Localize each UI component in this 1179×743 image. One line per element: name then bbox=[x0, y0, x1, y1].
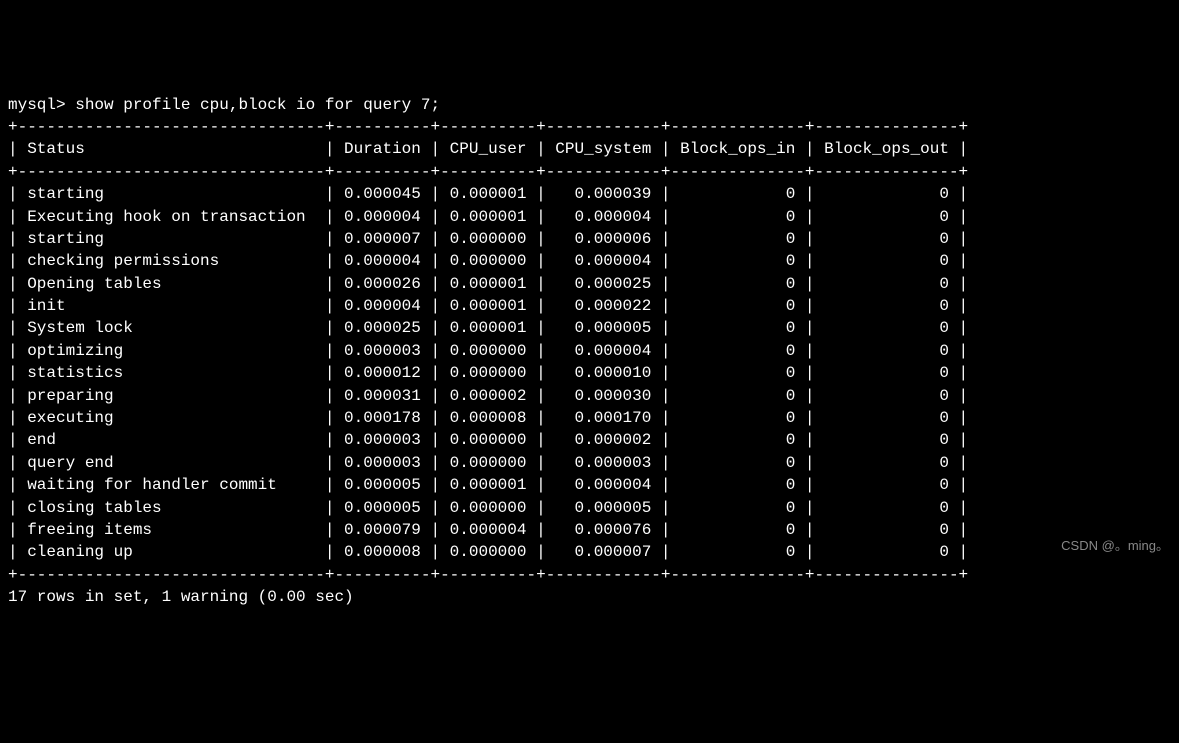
watermark: CSDN @。ming。 bbox=[1061, 537, 1169, 555]
mysql-terminal-output: mysql> show profile cpu,block io for que… bbox=[8, 94, 1171, 609]
